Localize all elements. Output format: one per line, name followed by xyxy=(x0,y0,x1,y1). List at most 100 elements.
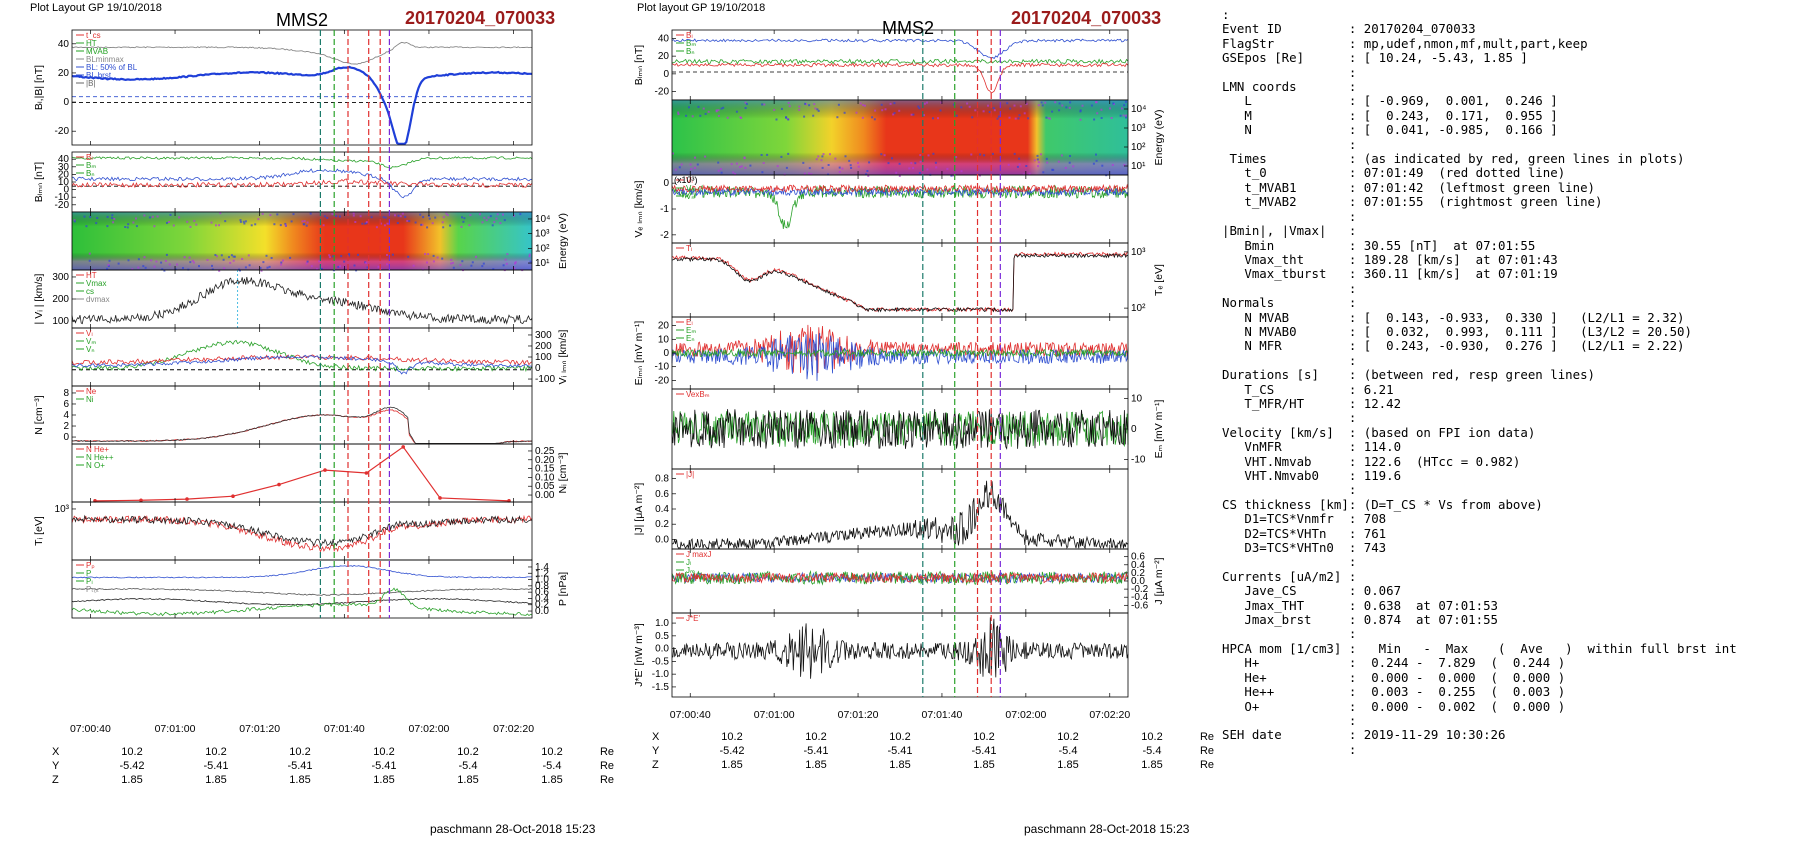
spectrogram-pixel xyxy=(168,263,171,266)
tick-label: 10³ xyxy=(535,229,550,240)
info-line: : xyxy=(1222,482,1357,498)
spectrogram-pixel xyxy=(85,225,88,228)
spectrogram-pixel xyxy=(491,224,494,227)
spectrogram-pixel xyxy=(434,216,437,219)
spectrogram-pixel xyxy=(496,213,499,216)
info-line: VnMFR : 114.0 xyxy=(1222,439,1402,455)
spectrogram-pixel xyxy=(419,213,422,216)
spectrogram-pixel xyxy=(1009,107,1012,110)
info-line: N : [ 0.041, -0.985, 0.166 ] xyxy=(1222,122,1558,138)
spectrogram-pixel xyxy=(1045,116,1048,119)
legend-label: Eₗ xyxy=(686,318,693,327)
spectrogram-pixel xyxy=(717,109,720,112)
spectrogram-pixel xyxy=(996,117,999,120)
series-line-en xyxy=(671,348,1129,359)
spectrogram-pixel xyxy=(773,108,776,111)
spectrogram-pixel xyxy=(397,214,400,217)
tick-label: 200 xyxy=(535,341,552,352)
spectrogram-pixel xyxy=(302,223,305,226)
axis-label: |J| [μA m⁻²] xyxy=(633,483,645,536)
spectrogram-pixel xyxy=(218,269,221,272)
spectrogram-pixel xyxy=(261,212,264,215)
spectrogram-pixel xyxy=(883,154,886,157)
axis-label: Bₗₘₙ [nT] xyxy=(633,45,645,86)
ephem-unit: Re xyxy=(1199,731,1214,743)
spectrogram-pixel xyxy=(732,171,735,174)
plot-panel: 10³ Tᵢ [eV] xyxy=(33,501,533,561)
spectrogram-pixel xyxy=(849,164,852,167)
spectrogram-pixel xyxy=(186,220,189,223)
tick-label: 300 xyxy=(535,330,552,341)
spectrogram-pixel xyxy=(229,261,232,264)
spectrogram-pixel xyxy=(787,118,790,121)
spectrogram-pixel xyxy=(1047,117,1050,120)
spectrogram-pixel xyxy=(1125,114,1127,117)
ephem-row-z: Z 1.85 1.85 1.85 1.85 1.85 1.85 Re xyxy=(652,758,1214,772)
spectrogram-pixel xyxy=(117,262,120,265)
spectrogram-pixel xyxy=(150,259,153,262)
tick-label: 20 xyxy=(658,51,670,62)
spectrogram-pixel xyxy=(223,267,226,270)
spectrogram-pixel xyxy=(730,163,733,166)
spectrogram-pixel xyxy=(908,167,911,170)
spectrogram-pixel xyxy=(111,214,114,217)
tick-label: 0.8 xyxy=(655,474,669,485)
info-line: Vmax_tht : 189.28 [km/s] at 07:01:43 xyxy=(1222,251,1558,267)
spectrogram-pixel xyxy=(1123,104,1126,107)
time-tick-label: 07:02:20 xyxy=(493,723,534,735)
spectrogram-pixel xyxy=(514,261,517,264)
spectrogram-pixel xyxy=(1122,114,1125,117)
tick-label: 0 xyxy=(663,178,669,189)
ephem-cell: 1.85 xyxy=(121,774,143,786)
spectrogram-pixel xyxy=(289,256,292,259)
spectrogram-pixel xyxy=(690,168,693,171)
tick-label: 0.0 xyxy=(655,644,669,655)
ephem-cell: 1.85 xyxy=(805,759,827,771)
axis-label: Vₑ ₗₘₙ [km/s] xyxy=(633,180,645,237)
spectrogram-pixel xyxy=(857,161,859,164)
spectrogram-pixel xyxy=(923,114,925,117)
spectrogram-pixel xyxy=(880,103,883,106)
spectrogram-pixel xyxy=(763,103,766,106)
spectrogram-pixel xyxy=(780,155,783,158)
spectrogram-pixel xyxy=(127,223,130,226)
axis-label: Energy (eV) xyxy=(1153,109,1165,165)
spectrogram-pixel xyxy=(991,152,994,155)
spectrogram-pixel xyxy=(382,216,385,219)
axis-label: Tₑ [eV] xyxy=(1153,264,1165,296)
ephem-cell: -5.41 xyxy=(371,760,397,772)
ephem-row-z: Z 1.85 1.85 1.85 1.85 1.85 1.85 Re xyxy=(52,773,614,787)
spectrogram-pixel xyxy=(1046,161,1049,164)
spectrogram-pixel xyxy=(841,167,844,170)
info-line: T_CS : 6.21 xyxy=(1222,381,1394,397)
tick-label: 4 xyxy=(63,410,69,421)
axis-label: N [cm⁻³] xyxy=(33,395,45,434)
spectrogram-pixel xyxy=(827,164,830,166)
legend-label: N O+ xyxy=(86,461,105,470)
info-line: GSEpos [Re] : [ 10.24, -5.43, 1.85 ] xyxy=(1222,50,1528,66)
series-line-em xyxy=(671,333,1129,381)
tick-label: 10 xyxy=(658,334,670,345)
spectrogram-pixel xyxy=(1095,159,1098,162)
spectrogram-pixel xyxy=(837,103,840,106)
spectrogram-pixel xyxy=(960,106,963,109)
spectrogram-pixel xyxy=(174,268,177,271)
spectrogram-pixel xyxy=(997,115,1000,118)
spectrogram-pixel xyxy=(305,224,308,227)
spectrogram-pixel xyxy=(1049,117,1051,120)
spectrogram-pixel xyxy=(306,221,309,224)
spectrogram-pixel xyxy=(1017,117,1020,120)
spectrogram-pixel xyxy=(142,265,145,268)
ephem-cell: 10.2 xyxy=(889,731,911,743)
spectrogram-pixel xyxy=(1013,104,1016,107)
tick-label: -1.5 xyxy=(652,682,670,693)
tick-label: -20 xyxy=(655,87,670,98)
series-line-ti-red xyxy=(71,514,533,553)
spectrogram-pixel xyxy=(960,170,963,173)
spectrogram-pixel xyxy=(266,266,269,269)
spectrogram-pixel xyxy=(354,221,357,223)
spectrogram-pixel xyxy=(707,110,710,113)
spectrogram-pixel xyxy=(210,221,213,224)
legend-label: J maxJ xyxy=(686,550,711,559)
